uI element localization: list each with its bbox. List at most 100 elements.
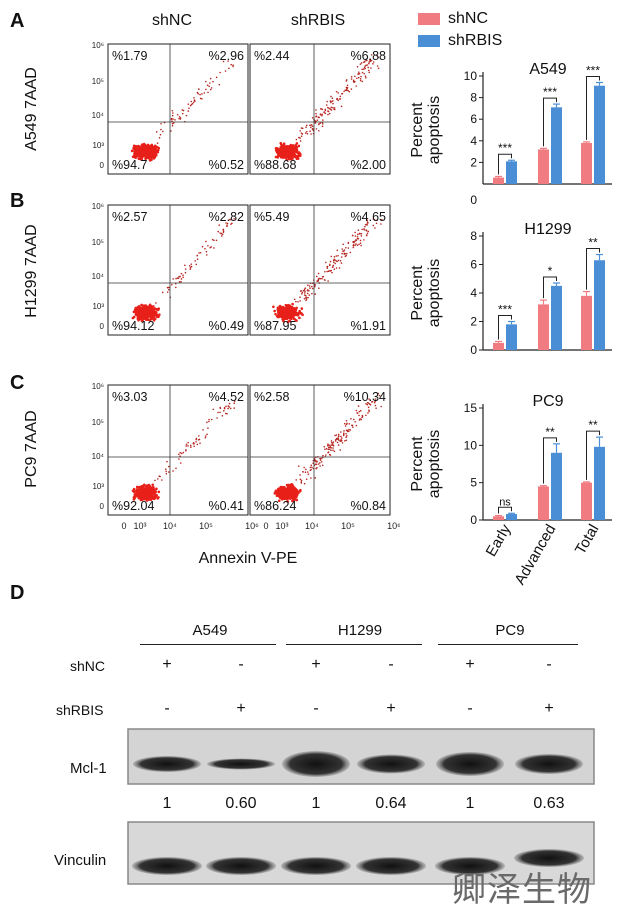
flow-event-dot (199, 251, 202, 254)
flow-event-dot (132, 315, 136, 319)
flow-event-dot (137, 308, 141, 311)
flow-event-dot (209, 82, 211, 84)
flow-event-dot (198, 88, 200, 90)
flow-event-dot (149, 318, 152, 321)
flow-event-dot (210, 87, 213, 89)
flow-event-dot (133, 153, 137, 157)
flow-event-dot (233, 218, 235, 220)
flow-event-dot (150, 158, 153, 161)
flow-event-dot (172, 122, 175, 124)
flow-event-dot (228, 67, 230, 70)
flow-event-dot (331, 97, 334, 100)
panel-label-d: D (10, 582, 25, 604)
flow-plot-frame (107, 43, 249, 175)
flow-event-dot (205, 254, 208, 256)
flow-event-dot (220, 235, 223, 237)
flow-event-dot (178, 117, 180, 120)
flow-event-dot (167, 288, 170, 291)
flow-y-tick-label: 10³ (92, 141, 104, 150)
flow-event-dot (277, 152, 281, 156)
flow-event-dot (132, 147, 136, 151)
flow-event-dot (171, 109, 174, 112)
flow-cytometry-plots: %1.79 %2.96 %94.7 %0.52 10⁶ 10⁵ 10⁴ 10³ 0 %2.44 %6… (92, 41, 400, 531)
flow-event-dot (196, 91, 199, 94)
wb-band-mcl1 (515, 754, 583, 774)
flow-event-dot (166, 291, 169, 293)
flow-event-dot (194, 260, 197, 262)
flow-event-dot (207, 244, 209, 247)
flow-event-dot (284, 147, 288, 150)
flow-event-dot (141, 315, 145, 319)
flow-event-dot (291, 149, 294, 152)
flow-event-dot (153, 317, 157, 321)
flow-event-dot (276, 154, 280, 158)
quadrant-upper-right: %2.82 (209, 210, 244, 224)
flow-event-dot (337, 99, 340, 102)
flow-event-dot (171, 124, 174, 127)
flow-event-dot (357, 73, 359, 75)
flow-event-dot (359, 63, 362, 65)
flow-event-dot (182, 276, 184, 279)
flow-event-dot (301, 127, 304, 130)
flow-event-dot (321, 113, 324, 116)
flow-event-dot (134, 156, 138, 159)
flow-event-dot (230, 63, 233, 66)
flow-event-dot (364, 67, 367, 70)
flow-event-dot (209, 88, 212, 91)
flow-event-dot (184, 268, 187, 270)
flow-event-dot (232, 64, 234, 66)
flow-event-dot (343, 90, 345, 93)
flow-event-dot (158, 137, 161, 139)
flow-event-dot (199, 93, 201, 96)
flow-event-dot (151, 147, 155, 150)
flow-event-dot (185, 114, 188, 117)
flow-event-dot (187, 110, 190, 112)
flow-event-dot (288, 145, 292, 148)
flow-event-dot (279, 143, 283, 146)
wb-band-mcl1 (133, 756, 201, 772)
panel-label-a: A (10, 10, 25, 32)
flow-event-dot (188, 107, 190, 109)
flow-event-dot (222, 60, 225, 63)
flow-event-dot (328, 107, 331, 110)
flow-event-dot (288, 148, 291, 152)
flow-event-dot (315, 115, 318, 117)
flow-y-tick-label: 0 (100, 161, 105, 170)
flow-event-dot (170, 130, 172, 132)
wb-band-vinculin (132, 857, 202, 875)
flow-event-dot (335, 90, 338, 93)
flow-event-dot (285, 158, 288, 162)
flow-y-tick-label: 10⁵ (92, 77, 104, 86)
flow-event-dot (171, 283, 173, 286)
flow-event-dot (341, 92, 344, 95)
flow-event-dot (162, 130, 164, 133)
flow-event-dot (348, 90, 351, 93)
flow-event-dot (364, 75, 367, 78)
flow-event-dot (293, 148, 297, 151)
flow-event-dot (326, 106, 329, 109)
flow-event-dot (346, 84, 349, 87)
flow-event-dot (321, 108, 324, 111)
flow-event-dot (356, 65, 359, 68)
wb-band-vinculin (356, 857, 426, 875)
flow-event-dot (347, 89, 349, 92)
flow-event-dot (215, 76, 218, 79)
flow-event-dot (152, 305, 155, 308)
flow-plot: %5.49 %4.65%87.95 %1.91 (249, 204, 391, 336)
flow-event-dot (182, 109, 185, 112)
flow-event-dot (284, 154, 288, 158)
flow-event-dot (312, 128, 314, 130)
flow-event-dot (137, 318, 140, 322)
flow-event-dot (357, 76, 360, 79)
flow-event-dot (376, 65, 379, 67)
flow-event-dot (310, 124, 313, 126)
flow-events (274, 54, 380, 162)
flow-event-dot (222, 228, 224, 231)
quadrant-lower-left: %88.68 (254, 158, 296, 172)
flow-event-dot (135, 145, 139, 148)
flow-event-dot (360, 75, 362, 78)
flow-event-dot (372, 61, 375, 63)
flow-event-dot (180, 280, 182, 283)
flow-event-dot (297, 144, 301, 148)
flow-event-dot (365, 64, 367, 67)
